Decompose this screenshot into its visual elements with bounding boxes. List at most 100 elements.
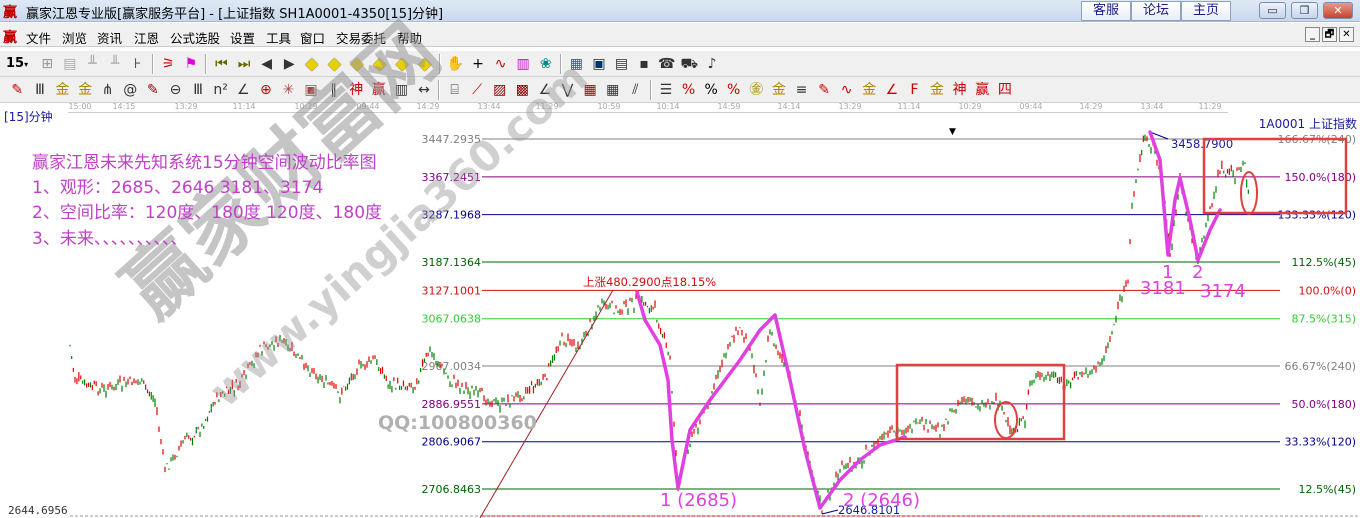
cross-icon[interactable]: + <box>472 55 484 72</box>
menu-item[interactable]: 帮助 <box>397 31 423 46</box>
calendar-icon[interactable]: ▦ <box>569 55 583 72</box>
grid3-icon[interactable]: ▦ <box>606 81 620 98</box>
menu-item[interactable]: 浏览 <box>62 31 88 46</box>
time-tick-label: 13:29 <box>174 102 198 111</box>
menu-bar: 赢 文件 浏览 资讯 江恩 公式选股 设置 工具 窗口 交易委托 帮助 _ 🗗 ✕ <box>0 23 1360 47</box>
brain-icon[interactable]: ❀ <box>539 55 552 72</box>
truck-icon[interactable]: ⛟ <box>680 55 699 72</box>
notes-icon[interactable]: ▤ <box>614 55 629 72</box>
lines-icon[interactable]: ∥ <box>330 81 338 98</box>
pct-lines-icon[interactable]: % <box>727 81 741 98</box>
dia-x-icon[interactable]: ◆ <box>395 53 409 74</box>
menu-item[interactable]: 设置 <box>230 31 256 46</box>
wave-icon[interactable]: ∿ <box>494 55 507 72</box>
grid2-icon[interactable]: ▦ <box>583 81 597 98</box>
angle2-icon[interactable]: ∠ <box>538 81 552 98</box>
menu-item[interactable]: 江恩 <box>134 31 160 46</box>
doc-icon[interactable]: ▤ <box>63 55 77 72</box>
hatch-icon[interactable]: ⫽ <box>632 81 639 98</box>
fan-icon[interactable]: ⋔ <box>101 81 114 98</box>
flag-icon[interactable]: ⚑ <box>184 55 198 72</box>
customer-service-link[interactable]: 客服 <box>1081 1 1131 21</box>
ang3-icon[interactable]: ∠ <box>885 81 899 98</box>
bars-icon[interactable]: ▥ <box>516 55 530 72</box>
pen-icon[interactable]: ✎ <box>11 81 24 98</box>
first-icon[interactable]: ⏮ <box>215 55 228 72</box>
ruler-icon[interactable]: ▥ <box>394 81 408 98</box>
prev-icon[interactable]: ◀ <box>261 55 273 72</box>
hand-icon[interactable]: ✋ <box>446 55 465 72</box>
box3-icon[interactable]: ▩ <box>515 81 529 98</box>
pct-r-icon[interactable]: % <box>681 81 696 98</box>
period-select[interactable]: 15▾ <box>6 56 29 71</box>
F-icon[interactable]: F <box>910 81 919 98</box>
save-icon[interactable]: ▪ <box>639 55 649 72</box>
menu-item[interactable]: 文件 <box>26 31 52 46</box>
chart-b-icon[interactable]: ╨ <box>110 55 120 72</box>
pen2-icon[interactable]: ✎ <box>146 81 159 98</box>
width-icon[interactable]: ↔ <box>418 81 430 98</box>
percent-icon[interactable]: % <box>704 81 718 98</box>
frame-icon[interactable]: ⌸ <box>450 81 459 98</box>
mdi-restore-button[interactable]: 🗗 <box>1322 27 1337 42</box>
level-icon[interactable]: ⚞ <box>161 55 175 72</box>
fan2-icon[interactable]: ⟋ <box>472 81 483 98</box>
si-icon[interactable]: 四 <box>997 81 1012 98</box>
gold4-icon[interactable]: 金 <box>930 81 945 98</box>
high-price-label: 3458.7900 <box>1171 137 1233 151</box>
wave3-icon[interactable]: ∿ <box>840 81 853 98</box>
tick-icon[interactable]: ⊦ <box>134 55 142 72</box>
box2-icon[interactable]: ▨ <box>493 81 507 98</box>
dia-right-icon[interactable]: ◆ <box>327 53 341 74</box>
gold1-icon[interactable]: 金 <box>55 81 70 98</box>
homepage-link[interactable]: 主页 <box>1181 1 1231 21</box>
wave2-icon[interactable]: ⋁ <box>561 81 574 98</box>
restore-button[interactable]: ❐ <box>1291 2 1318 19</box>
music-icon[interactable]: ♪ <box>707 55 717 72</box>
ying-icon[interactable]: 赢 <box>371 81 386 98</box>
lines2-icon[interactable]: ≡ <box>795 81 808 98</box>
mdi-minimize-button[interactable]: _ <box>1305 27 1320 42</box>
box-icon[interactable]: ▣ <box>304 81 318 98</box>
next-icon[interactable]: ▶ <box>283 55 295 72</box>
ladder-icon[interactable]: ☰ <box>659 81 673 98</box>
menu-item[interactable]: 窗口 <box>300 31 326 46</box>
phone-icon[interactable]: ☎ <box>658 55 676 72</box>
mdi-close-button[interactable]: ✕ <box>1339 27 1354 42</box>
menu-item[interactable]: 公式选股 <box>170 31 221 46</box>
menu-item[interactable]: 工具 <box>266 31 292 46</box>
grid-icon[interactable]: ⊞ <box>41 55 54 72</box>
ying2-icon[interactable]: 赢 <box>975 81 990 98</box>
gold-l-icon[interactable]: 金 <box>771 81 786 98</box>
dia-all-icon[interactable]: ◆ <box>418 53 432 74</box>
spiral-icon[interactable]: @ <box>123 81 138 98</box>
dia-h-icon[interactable]: ◆ <box>350 53 364 74</box>
star-icon[interactable]: ✳ <box>282 81 295 98</box>
toolbar-separator <box>560 53 563 74</box>
shen2-icon[interactable]: 神 <box>952 81 967 98</box>
menu-item[interactable]: 资讯 <box>97 31 123 46</box>
dia-v-icon[interactable]: ◆ <box>373 53 387 74</box>
bars3-icon[interactable]: Ⅲ <box>193 81 203 98</box>
time-tick-label: 11:29 <box>535 102 559 111</box>
target-icon[interactable]: ⊕ <box>259 81 272 98</box>
dia-left-icon[interactable]: ◆ <box>305 53 319 74</box>
circle-icon[interactable]: ⊖ <box>169 81 182 98</box>
gold2-icon[interactable]: 金 <box>78 81 93 98</box>
minimize-button[interactable]: ▭ <box>1259 2 1286 19</box>
shen-icon[interactable]: 神 <box>349 81 364 98</box>
last-icon[interactable]: ⏭ <box>237 55 251 72</box>
menu-item[interactable]: 交易委托 <box>336 31 387 46</box>
gold-c-icon[interactable]: ㊎ <box>749 81 764 98</box>
bars3-icon[interactable]: Ⅲ <box>35 81 45 98</box>
pen3-icon[interactable]: ✎ <box>818 81 830 98</box>
angle-icon[interactable]: ∠ <box>236 81 250 98</box>
close-button[interactable]: ✕ <box>1323 2 1353 19</box>
forum-link[interactable]: 论坛 <box>1131 1 1181 21</box>
n2-icon[interactable]: n² <box>213 81 228 98</box>
toolbar-separator <box>438 79 441 100</box>
chart-a-icon[interactable]: ╨ <box>88 55 97 72</box>
calc-icon[interactable]: ▣ <box>592 55 606 72</box>
gold3-icon[interactable]: 金 <box>862 81 877 98</box>
